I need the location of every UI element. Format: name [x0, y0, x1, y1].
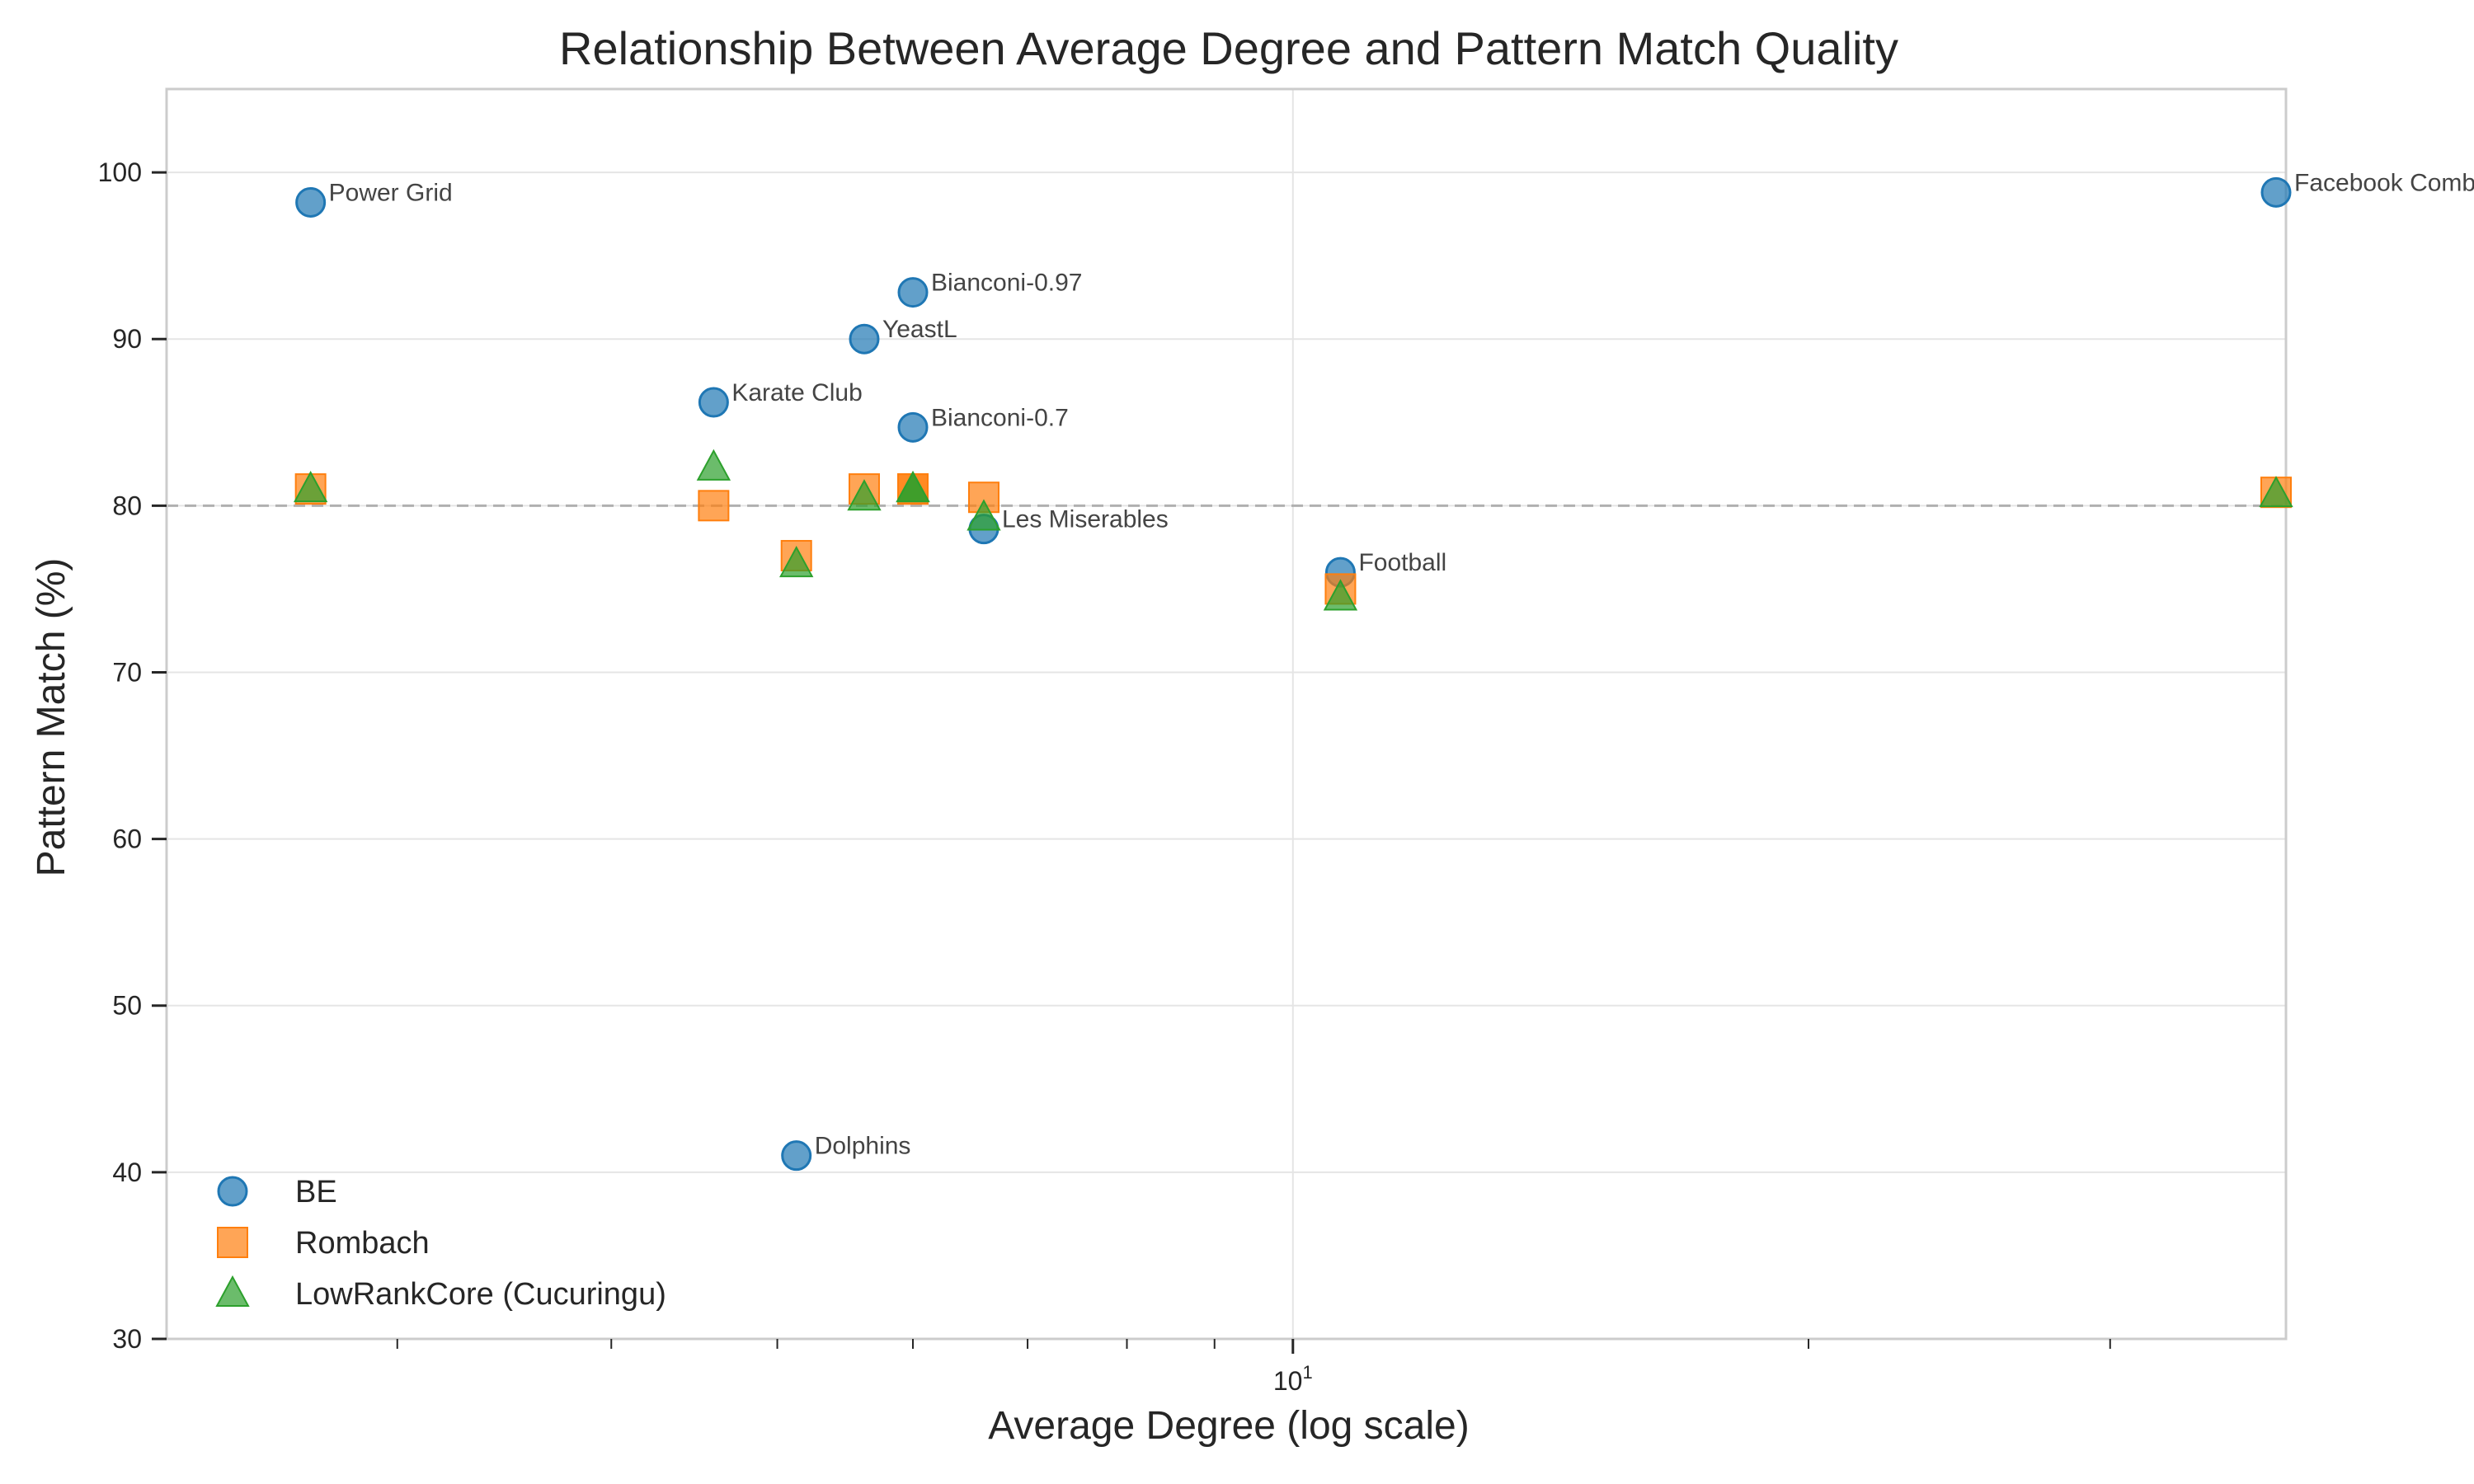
legend-label: BE [295, 1175, 337, 1209]
data-point [1323, 579, 1358, 611]
plot-background [167, 89, 2286, 1339]
legend-label: LowRankCore (Cucuringu) [295, 1277, 666, 1312]
data-point [849, 323, 880, 355]
point-label: Bianconi-0.97 [931, 270, 1082, 297]
point-label: Bianconi-0.7 [931, 404, 1069, 431]
data-points [293, 176, 2293, 1172]
legend-item: Rombach [217, 1226, 430, 1261]
plot-area [167, 89, 2286, 1339]
y-tick-label: 50 [112, 991, 142, 1021]
y-tick-label: 70 [112, 657, 142, 687]
legend-label: Rombach [295, 1226, 430, 1261]
x-tick-label: 101 [1273, 1362, 1313, 1396]
data-point [781, 1140, 812, 1172]
data-point [896, 471, 930, 503]
data-point [698, 490, 730, 522]
y-axis-title: Pattern Match (%) [30, 558, 73, 877]
legend-marker [217, 1227, 248, 1258]
data-point [698, 387, 729, 418]
series-triangle [293, 448, 2293, 611]
point-label: Dolphins [815, 1133, 911, 1160]
y-tick-label: 90 [112, 324, 142, 354]
legend-item: LowRankCore (Cucuringu) [215, 1275, 666, 1312]
x-axis-title: Average Degree (log scale) [988, 1404, 1469, 1448]
point-label: Football [1358, 549, 1446, 576]
data-point [779, 545, 814, 578]
data-point [2259, 476, 2293, 508]
data-point [295, 186, 327, 218]
point-label: Les Miserables [1002, 506, 1169, 533]
legend-marker [217, 1176, 248, 1207]
y-tick-label: 60 [112, 824, 142, 854]
data-point [293, 471, 328, 503]
axes: 30 40 50 60 70 80 90 100 101 [98, 87, 2288, 1396]
data-point [2260, 176, 2292, 208]
legend-marker [215, 1275, 250, 1307]
plot-frame [165, 87, 2288, 1341]
point-label: Karate Club [731, 379, 862, 406]
chart-title: Relationship Between Average Degree and … [559, 22, 1898, 74]
data-point [897, 411, 929, 443]
data-point [897, 277, 929, 308]
y-tick-label: 80 [112, 491, 142, 520]
legend: BE Rombach LowRankCore (Cucuringu) [215, 1175, 666, 1312]
data-point [696, 448, 731, 481]
point-label: Power Grid [329, 179, 453, 206]
data-point [847, 479, 882, 511]
y-tick-label: 40 [112, 1158, 142, 1187]
data-point [967, 499, 1001, 531]
y-tick-label: 30 [112, 1324, 142, 1354]
y-tick-label: 100 [98, 157, 142, 187]
point-label: Facebook Combined [2294, 169, 2474, 196]
legend-item: BE [217, 1175, 337, 1209]
point-annotations: Power Grid Karate Club Dolphins YeastL Bianc… [329, 169, 2474, 1159]
point-label: YeastL [882, 316, 957, 343]
